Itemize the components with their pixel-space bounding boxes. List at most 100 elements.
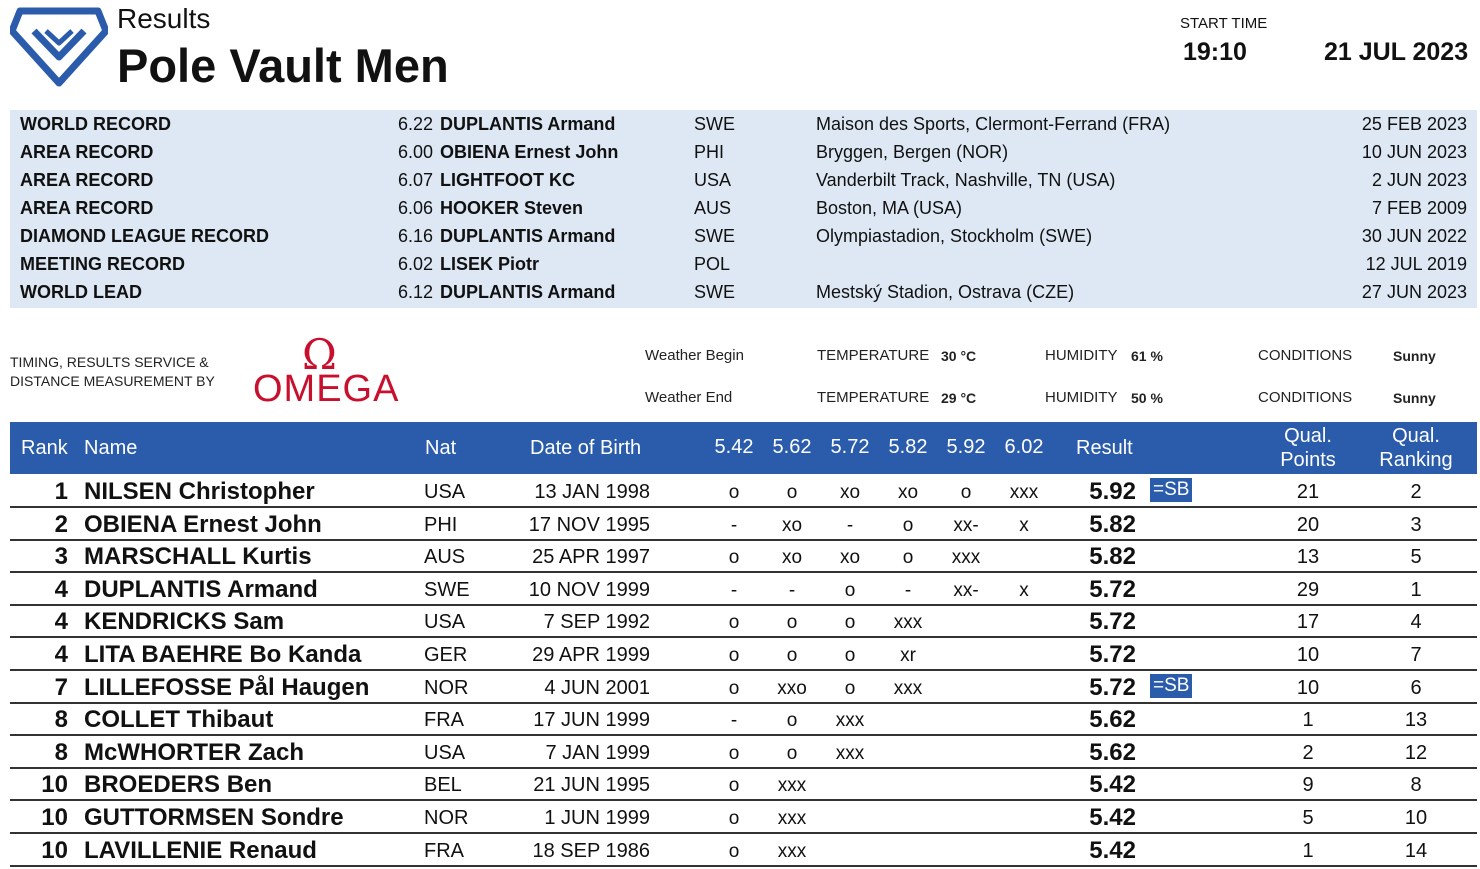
row-rank: 10: [41, 771, 68, 798]
row-dob: 7 JAN 1999: [545, 742, 650, 764]
table-row: 10 GUTTORMSEN Sondre NOR 1 JUN 1999 o xxx 5.42…: [10, 802, 1477, 834]
row-rank: 10: [41, 804, 68, 831]
weather-begin-temp: 30 °C: [941, 348, 977, 364]
row-dob: 1 JUN 1999: [544, 807, 650, 829]
row-qual-points: 17: [1296, 611, 1320, 633]
row-nat: NOR: [424, 807, 469, 829]
row-rank: 8: [54, 739, 68, 766]
header-height: 5.72: [830, 436, 870, 458]
table-row: 7 LILLEFOSSE Pål Haugen NOR 4 JUN 2001 o xxo o…: [10, 672, 1477, 704]
row-nat: NOR: [424, 677, 469, 699]
row-nat: PHI: [424, 514, 458, 536]
row-attempt: o: [844, 678, 856, 699]
row-qual-points: 13: [1296, 546, 1320, 568]
record-mark: 6.00: [397, 142, 433, 162]
row-attempt: xxx: [777, 775, 807, 796]
table-row: 4 DUPLANTIS Armand SWE 10 NOV 1999 - - o - xx-x 5…: [10, 574, 1477, 606]
row-qual-ranking: 1: [1410, 579, 1422, 601]
season-best-badge: =SB: [1150, 674, 1193, 698]
row-nat: FRA: [424, 840, 464, 862]
row-qual-ranking: 7: [1410, 644, 1422, 666]
record-holder: DUPLANTIS Armand: [440, 114, 616, 134]
record-row: AREA RECORD 6.06 HOOKER Steven AUS Boston, M…: [10, 194, 1477, 222]
record-row: MEETING RECORD 6.02 LISEK Piotr POL 12 JUL 2…: [10, 250, 1477, 278]
record-date: 30 JUN 2022: [1361, 226, 1467, 246]
row-attempt: xo: [781, 515, 803, 536]
row-attempt: xxx: [777, 841, 807, 862]
row-attempt: o: [728, 547, 740, 568]
row-nat: USA: [424, 481, 466, 503]
row-qual-points: 5: [1302, 807, 1314, 829]
weather-end-humidity-label: HUMIDITY: [1045, 389, 1118, 406]
row-qual-ranking: 6: [1410, 677, 1422, 699]
row-attempt: xo: [781, 547, 803, 568]
row-attempt: o: [728, 775, 740, 796]
diamond-league-logo-icon: [10, 7, 108, 87]
row-rank: 3: [54, 543, 68, 570]
record-venue: Bryggen, Bergen (NOR): [816, 142, 1009, 162]
row-attempt: -: [730, 580, 738, 601]
row-attempt: o: [902, 547, 914, 568]
row-dob: 18 SEP 1986: [532, 840, 650, 862]
record-label: WORLD RECORD: [20, 114, 171, 134]
start-time-label: START TIME: [1180, 15, 1268, 32]
row-qual-ranking: 3: [1410, 514, 1422, 536]
record-nat: PHI: [694, 142, 725, 162]
record-nat: SWE: [694, 114, 736, 134]
record-venue: Mestský Stadion, Ostrava (CZE): [816, 282, 1075, 302]
row-attempt: o: [728, 808, 740, 829]
table-row: 10 BROEDERS Ben BEL 21 JUN 1995 o xxx 5.42 9 8: [10, 769, 1477, 801]
record-mark: 6.02: [397, 254, 433, 274]
row-dob: 13 JAN 1998: [534, 481, 650, 503]
row-rank: 7: [54, 674, 68, 701]
weather-begin-conditions: Sunny: [1393, 348, 1436, 364]
row-qual-ranking: 10: [1404, 807, 1428, 829]
record-nat: SWE: [694, 226, 736, 246]
record-mark: 6.06: [397, 198, 433, 218]
header-dob: Date of Birth: [530, 437, 642, 459]
row-athlete-name: OBIENA Ernest John: [84, 511, 322, 538]
record-date: 7 FEB 2009: [1371, 198, 1467, 218]
row-qual-points: 2: [1302, 742, 1314, 764]
start-time-value: 19:10: [1183, 38, 1247, 66]
row-result: 5.92: [1089, 478, 1136, 505]
row-qual-points: 21: [1296, 481, 1320, 503]
row-nat: USA: [424, 611, 466, 633]
page-subtitle: Results: [117, 3, 211, 34]
row-nat: GER: [424, 644, 468, 666]
header-height: 5.42: [714, 436, 754, 458]
row-dob: 10 NOV 1999: [528, 579, 650, 601]
record-holder: LISEK Piotr: [440, 254, 540, 274]
row-attempt: x: [1019, 580, 1029, 601]
record-label: AREA RECORD: [20, 198, 154, 218]
table-row: 4 LITA BAEHRE Bo Kanda GER 29 APR 1999 o o o xr…: [10, 639, 1477, 671]
row-attempt: xr: [900, 645, 916, 666]
row-result: 5.42: [1089, 804, 1136, 831]
weather-begin-temp-label: TEMPERATURE: [817, 347, 930, 364]
row-attempt: o: [844, 645, 856, 666]
record-date: 25 FEB 2023: [1361, 114, 1467, 134]
row-result: 5.72: [1089, 576, 1136, 603]
row-athlete-name: BROEDERS Ben: [84, 771, 273, 798]
row-nat: SWE: [424, 579, 470, 601]
weather-begin-humidity-label: HUMIDITY: [1045, 347, 1118, 364]
record-row: WORLD LEAD 6.12 DUPLANTIS Armand SWE Mestský…: [10, 278, 1477, 306]
row-attempt: -: [904, 580, 912, 601]
page-title: Pole Vault Men: [117, 39, 449, 92]
row-attempt: xx-: [953, 580, 979, 601]
omega-logo: OMEGA: [253, 368, 400, 410]
header-height: 5.92: [946, 436, 986, 458]
row-attempt: xxx: [893, 678, 923, 699]
record-mark: 6.07: [397, 170, 433, 190]
weather-end-temp-label: TEMPERATURE: [817, 389, 930, 406]
row-rank: 2: [54, 511, 68, 538]
row-attempt: xxx: [777, 808, 807, 829]
row-athlete-name: LITA BAEHRE Bo Kanda: [84, 641, 362, 668]
record-venue: Vanderbilt Track, Nashville, TN (USA): [816, 170, 1116, 190]
row-dob: 21 JUN 1995: [533, 774, 650, 796]
header-qual-points-1: Qual.: [1284, 425, 1332, 447]
row-dob: 7 SEP 1992: [543, 611, 650, 633]
row-result: 5.42: [1089, 771, 1136, 798]
table-row: 8 McWHORTER Zach USA 7 JAN 1999 o o xxx 5.62 2 12: [10, 737, 1477, 769]
row-attempt: o: [728, 645, 740, 666]
